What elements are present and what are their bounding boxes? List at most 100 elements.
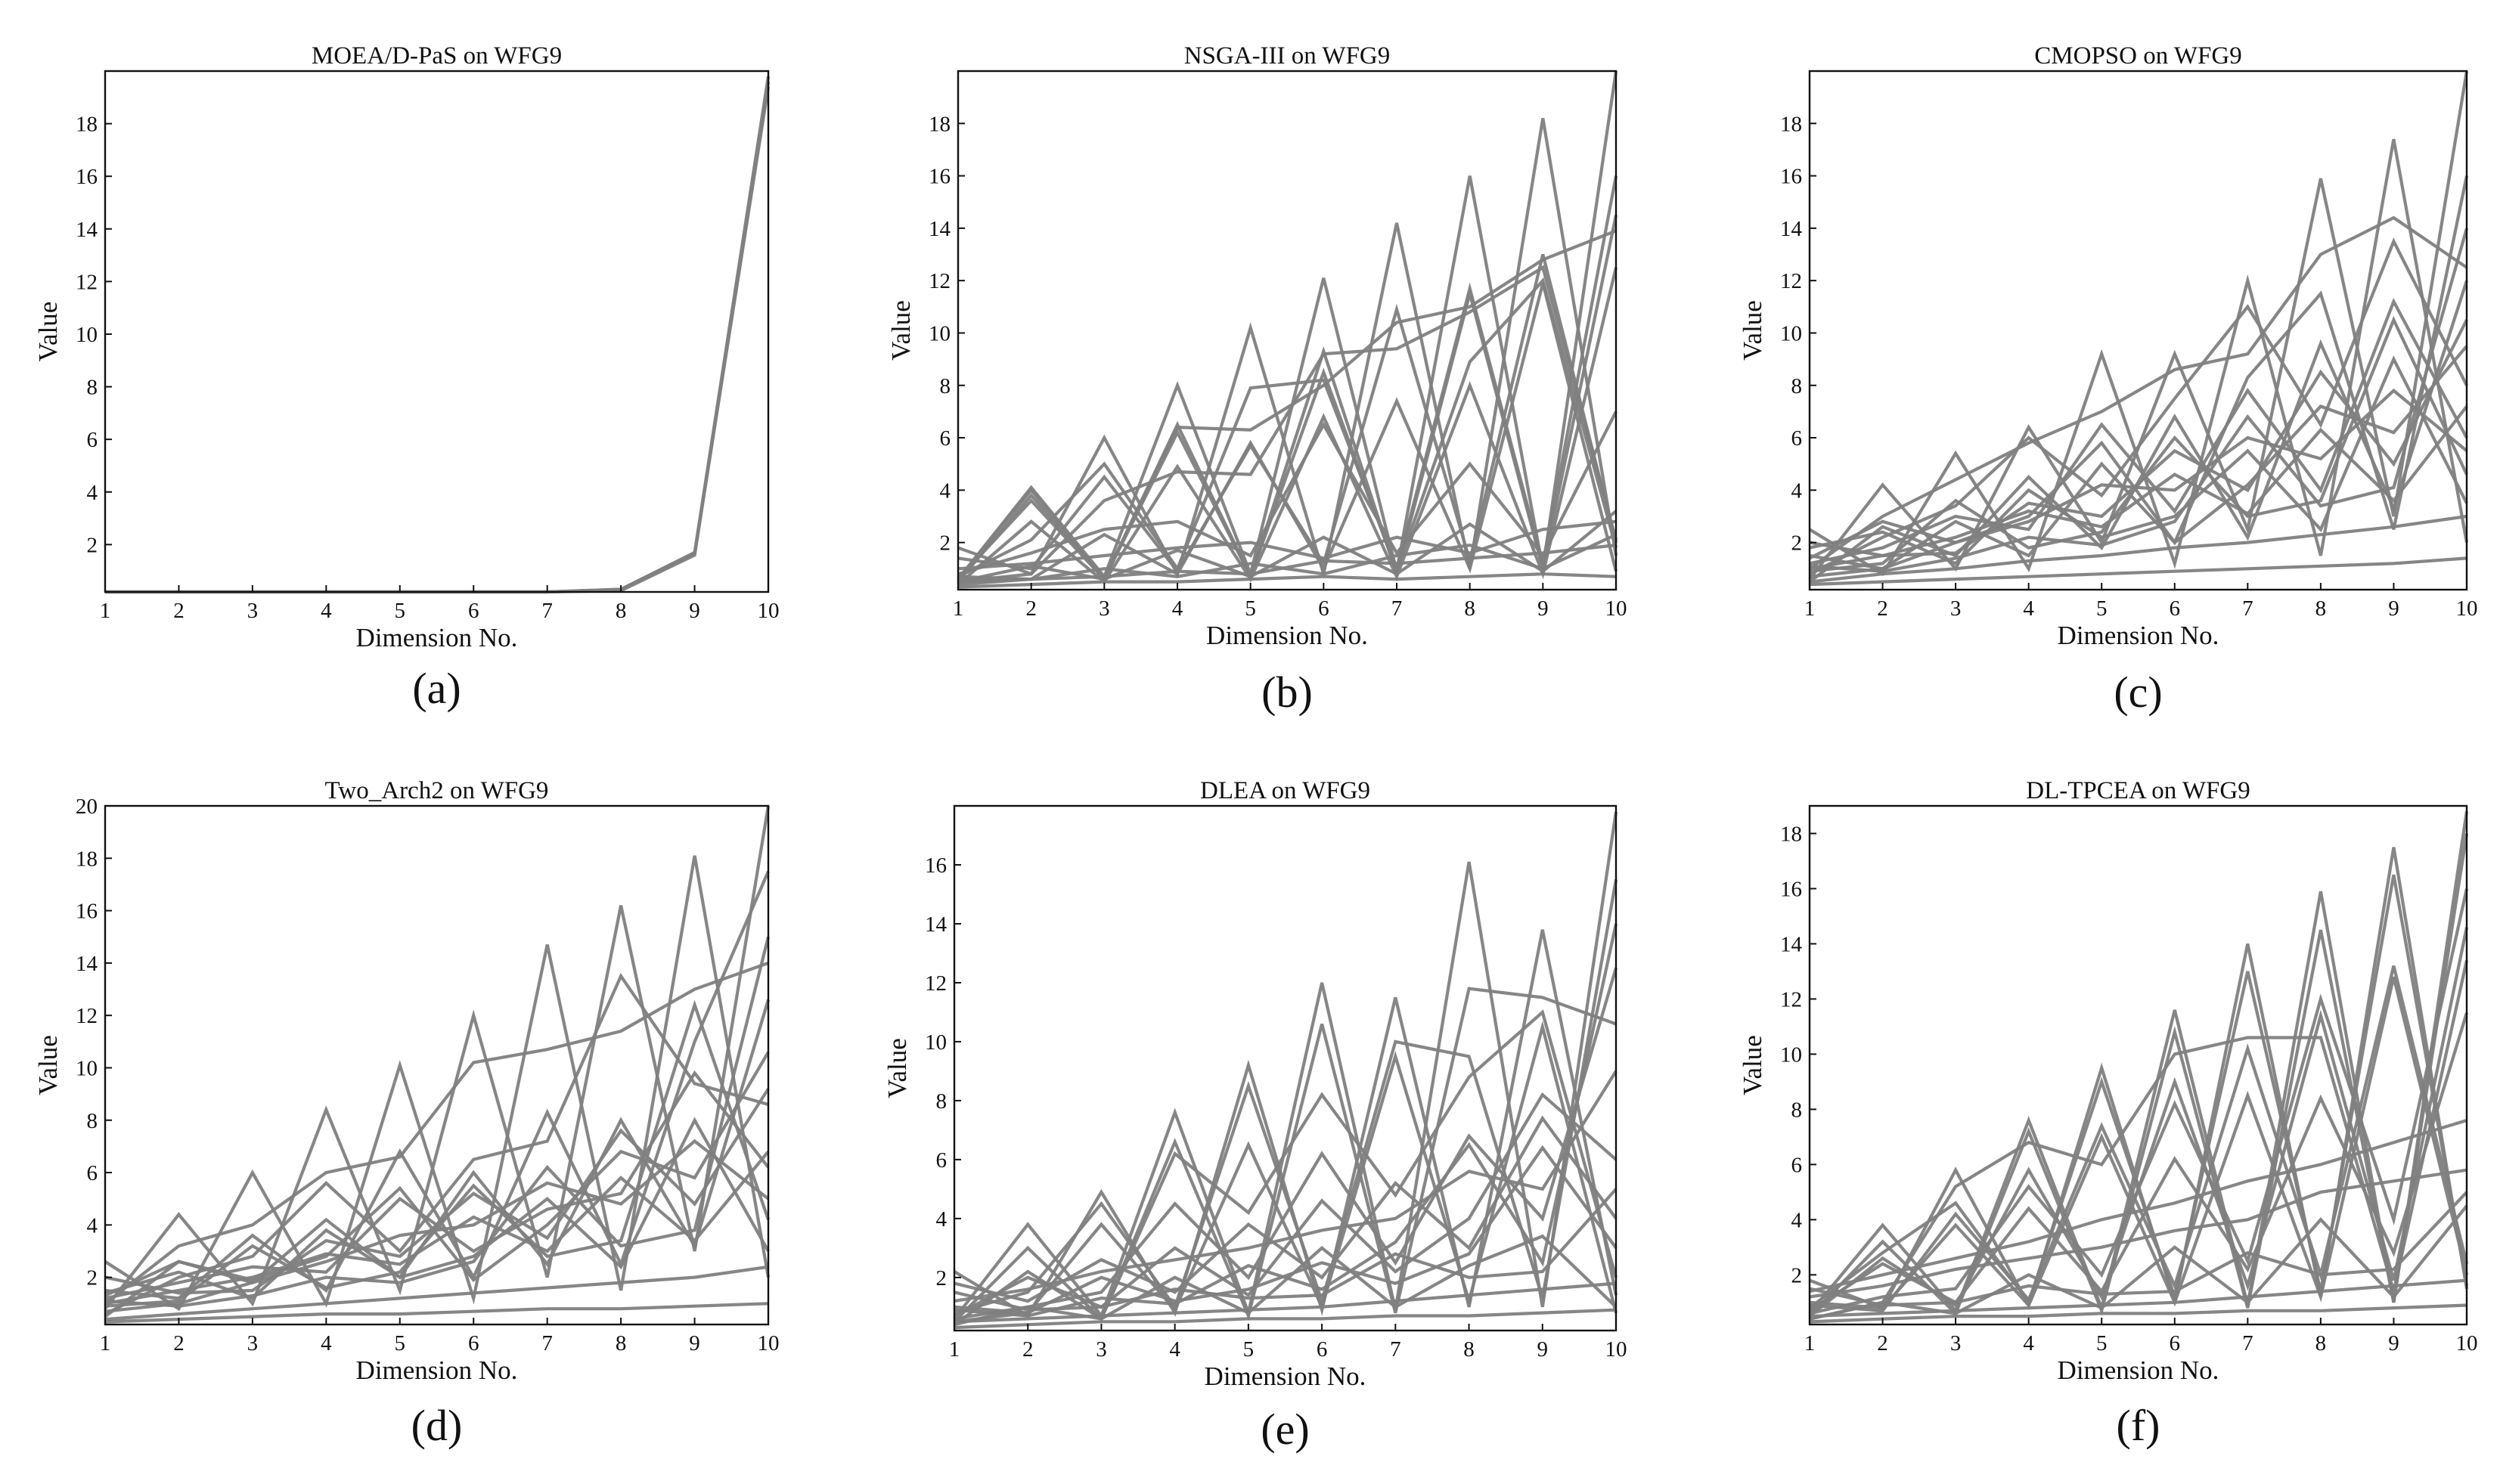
y-tick-label: 2 xyxy=(940,531,951,556)
x-tick-label: 8 xyxy=(2315,596,2327,621)
y-tick-label: 4 xyxy=(940,479,951,503)
series-group xyxy=(953,811,1618,1330)
series-line xyxy=(957,519,1617,571)
series-line xyxy=(1809,319,2468,558)
panel-caption: (b) xyxy=(1261,668,1313,717)
x-tick-label: 6 xyxy=(1318,596,1329,621)
y-tick-label: 8 xyxy=(940,374,951,398)
y-tick-label: 10 xyxy=(929,321,951,345)
x-tick-label: 5 xyxy=(1243,1337,1255,1362)
y-tick-label: 4 xyxy=(1791,1208,1803,1232)
series-line xyxy=(104,1302,769,1324)
y-tick-label: 2 xyxy=(1791,531,1803,556)
y-tick-label: 8 xyxy=(1791,374,1803,398)
x-tick-label: 6 xyxy=(468,599,479,623)
x-tick-label: 7 xyxy=(2242,1331,2253,1355)
x-axis-label: Dimension No. xyxy=(1205,1362,1366,1391)
y-axis-label: Value xyxy=(1738,1035,1767,1095)
series-line xyxy=(105,76,771,594)
y-tick-label: 10 xyxy=(76,1056,98,1080)
x-tick-label: 10 xyxy=(2456,1331,2478,1355)
series-line xyxy=(1809,959,2469,1321)
y-tick-label: 12 xyxy=(925,971,947,996)
y-tick-label: 14 xyxy=(1780,932,1803,956)
y-tick-label: 2 xyxy=(87,533,98,557)
series-group xyxy=(104,805,771,1324)
series-line xyxy=(104,1265,769,1321)
plot-frame xyxy=(1808,804,2468,1326)
x-tick-label: 4 xyxy=(321,1331,332,1355)
x-tick-label: 8 xyxy=(1464,596,1475,621)
series-line xyxy=(957,572,1617,589)
x-tick-label: 8 xyxy=(2315,1331,2327,1355)
x-tick-label: 3 xyxy=(1950,596,1962,621)
x-tick-label: 2 xyxy=(1022,1337,1034,1362)
series-line xyxy=(104,1150,770,1306)
series-line xyxy=(1809,237,2468,576)
series-line xyxy=(1809,175,2469,571)
y-tick-label: 20 xyxy=(76,795,98,819)
plot-frame xyxy=(957,70,1618,591)
y-tick-label: 10 xyxy=(1780,1043,1802,1067)
x-tick-label: 9 xyxy=(2388,596,2399,621)
series-line xyxy=(957,267,1618,586)
x-tick-label: 1 xyxy=(100,1331,111,1355)
series-line xyxy=(954,1145,1618,1324)
x-tick-label: 8 xyxy=(1463,1337,1475,1362)
x-tick-label: 9 xyxy=(689,599,700,623)
series-line xyxy=(104,936,771,1308)
y-tick-label: 10 xyxy=(1780,321,1802,345)
series-line xyxy=(954,1188,1618,1312)
series-line xyxy=(953,987,1617,1323)
y-tick-label: 14 xyxy=(1780,217,1803,241)
x-tick-label: 8 xyxy=(616,599,627,623)
y-tick-label: 12 xyxy=(929,269,951,293)
y-tick-label: 16 xyxy=(1780,877,1802,901)
series-line xyxy=(954,1234,1618,1327)
x-tick-label: 5 xyxy=(395,599,406,623)
x-axis-label: Dimension No. xyxy=(1206,621,1368,650)
series-line xyxy=(1809,228,2469,573)
series-line xyxy=(957,265,1618,584)
y-tick-label: 6 xyxy=(1791,426,1803,451)
y-tick-label: 18 xyxy=(76,847,98,871)
series-line xyxy=(1809,1191,2468,1307)
series-group xyxy=(957,70,1618,589)
y-tick-label: 2 xyxy=(1791,1263,1803,1287)
series-line xyxy=(1808,927,2469,1318)
y-tick-label: 2 xyxy=(87,1266,98,1290)
series-line xyxy=(1809,315,2468,573)
series-line xyxy=(1808,215,2468,571)
y-tick-label: 10 xyxy=(925,1030,947,1055)
x-tick-label: 7 xyxy=(2242,596,2253,621)
x-axis-label: Dimension No. xyxy=(356,623,518,652)
y-tick-label: 14 xyxy=(925,912,948,937)
y-tick-label: 4 xyxy=(87,1213,98,1238)
x-tick-label: 7 xyxy=(541,1331,553,1355)
x-tick-label: 10 xyxy=(2456,596,2478,621)
series-line xyxy=(1809,405,2468,571)
series-line xyxy=(1809,556,2467,587)
x-tick-label: 2 xyxy=(173,599,185,623)
y-tick-label: 8 xyxy=(1791,1098,1803,1122)
chart-title: DL-TPCEA on WFG9 xyxy=(2026,777,2250,804)
plot-frame xyxy=(953,804,1618,1332)
y-tick-label: 16 xyxy=(76,900,98,924)
series-line xyxy=(1809,965,2469,1312)
series-line xyxy=(1809,1168,2467,1299)
panel-caption: (f) xyxy=(2117,1401,2160,1450)
x-tick-label: 4 xyxy=(2023,1331,2034,1355)
series-group xyxy=(1808,810,2469,1324)
y-axis-label: Value xyxy=(33,1035,63,1095)
y-tick-label: 16 xyxy=(929,165,951,189)
x-tick-label: 6 xyxy=(2170,596,2181,621)
y-tick-label: 12 xyxy=(76,270,98,294)
x-tick-label: 7 xyxy=(541,599,553,623)
x-tick-label: 10 xyxy=(758,1331,780,1355)
